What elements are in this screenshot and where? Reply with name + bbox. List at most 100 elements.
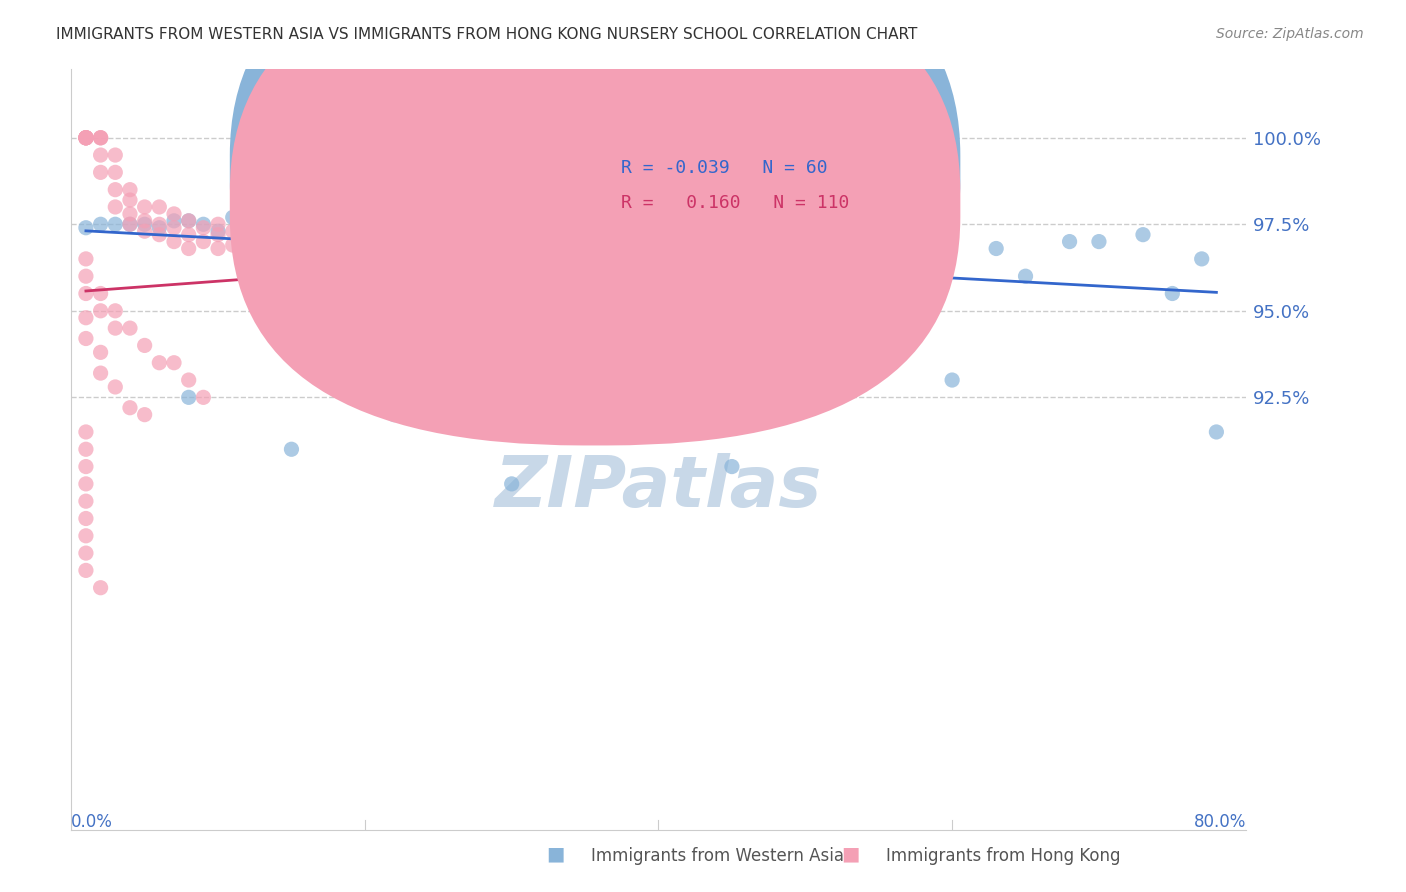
Point <box>118 217 141 231</box>
Point <box>354 276 377 290</box>
Text: R =   0.160   N = 110: R = 0.160 N = 110 <box>621 194 849 212</box>
Point <box>485 338 508 352</box>
Point <box>90 345 112 359</box>
Point <box>134 214 156 228</box>
Point <box>236 242 259 256</box>
Point <box>104 183 127 197</box>
Point <box>222 224 245 238</box>
Point <box>163 220 186 235</box>
Point <box>986 242 1008 256</box>
Point <box>236 227 259 242</box>
Text: 0.0%: 0.0% <box>72 813 112 830</box>
Text: Source: ZipAtlas.com: Source: ZipAtlas.com <box>1216 27 1364 41</box>
Point <box>382 207 405 221</box>
Point <box>118 217 141 231</box>
Point <box>868 356 890 370</box>
Point <box>808 303 831 318</box>
Point <box>441 276 464 290</box>
Point <box>104 165 127 179</box>
FancyBboxPatch shape <box>229 0 960 445</box>
Point <box>148 356 170 370</box>
Text: Immigrants from Hong Kong: Immigrants from Hong Kong <box>886 847 1121 865</box>
Point <box>560 373 582 387</box>
Point <box>163 207 186 221</box>
Point <box>647 176 669 190</box>
Point <box>309 255 332 269</box>
Point <box>222 211 245 225</box>
Point <box>163 214 186 228</box>
Point <box>339 266 361 280</box>
Point <box>266 193 288 207</box>
Point <box>325 273 347 287</box>
Point <box>339 207 361 221</box>
Point <box>530 359 553 374</box>
Point <box>412 303 434 318</box>
Point <box>236 252 259 266</box>
Point <box>163 235 186 249</box>
Point <box>90 130 112 145</box>
Point <box>250 235 273 249</box>
Text: ■: ■ <box>546 845 565 863</box>
Point <box>692 148 714 162</box>
Point <box>485 214 508 228</box>
Point <box>75 130 97 145</box>
Point <box>706 217 728 231</box>
Point <box>193 235 215 249</box>
Point <box>441 318 464 332</box>
Point <box>721 459 744 474</box>
Point <box>295 262 318 277</box>
Point <box>134 338 156 352</box>
Point <box>603 321 626 335</box>
Point <box>193 217 215 231</box>
Point <box>824 286 846 301</box>
Point <box>90 581 112 595</box>
Point <box>104 217 127 231</box>
Point <box>118 193 141 207</box>
Point <box>75 130 97 145</box>
Point <box>134 224 156 238</box>
Point <box>544 366 567 380</box>
Point <box>75 130 97 145</box>
Point <box>118 183 141 197</box>
Point <box>325 217 347 231</box>
Point <box>501 476 523 491</box>
Point <box>75 269 97 284</box>
Point <box>515 217 537 231</box>
Point <box>75 252 97 266</box>
Point <box>75 130 97 145</box>
Point <box>104 200 127 214</box>
Point <box>309 242 332 256</box>
Text: ZIPatlas: ZIPatlas <box>495 453 823 522</box>
Point <box>1161 286 1184 301</box>
Point <box>295 214 318 228</box>
Point <box>250 248 273 262</box>
Point <box>603 130 626 145</box>
Point <box>574 380 596 394</box>
Point <box>280 242 302 256</box>
Point <box>118 207 141 221</box>
Point <box>75 310 97 325</box>
Point <box>148 220 170 235</box>
Text: ■: ■ <box>841 845 860 863</box>
Point <box>75 286 97 301</box>
Point <box>75 442 97 457</box>
Point <box>530 158 553 172</box>
Point <box>501 345 523 359</box>
Point <box>193 220 215 235</box>
Point <box>749 169 772 183</box>
Point <box>647 259 669 273</box>
Point <box>75 511 97 525</box>
Point <box>75 546 97 560</box>
Point <box>574 214 596 228</box>
Point <box>765 303 787 318</box>
Point <box>676 130 699 145</box>
Point <box>295 248 318 262</box>
Point <box>177 214 200 228</box>
Point <box>692 130 714 145</box>
Point <box>75 331 97 345</box>
Point <box>544 224 567 238</box>
Point <box>75 130 97 145</box>
Point <box>134 217 156 231</box>
Point <box>177 227 200 242</box>
Point <box>398 297 420 311</box>
